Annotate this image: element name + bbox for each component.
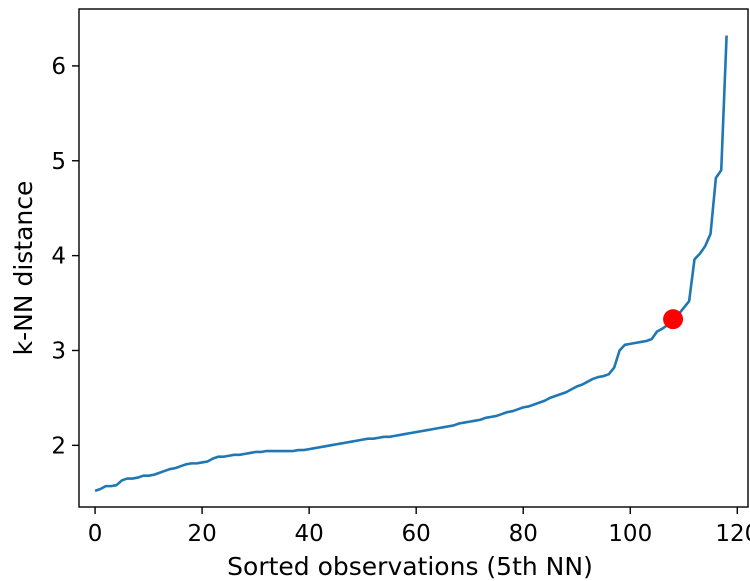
y-tick-label: 3 <box>51 338 66 364</box>
highlight-point <box>663 309 684 330</box>
x-tick-label: 20 <box>187 521 216 547</box>
x-tick-label: 120 <box>715 521 750 547</box>
axis-ticks: 0 20 40 60 80 100 120 2 3 4 5 6 <box>51 54 750 547</box>
series-line-1 <box>94 35 728 493</box>
y-tick-label: 4 <box>51 244 66 270</box>
x-tick-label: 80 <box>509 521 538 547</box>
x-tick-label: 40 <box>294 521 323 547</box>
x-tick-label: 0 <box>88 521 103 547</box>
x-tick-label: 60 <box>402 521 431 547</box>
y-axis-label: k-NN distance <box>9 181 38 356</box>
x-tick-label: 100 <box>608 521 652 547</box>
y-tick-label: 5 <box>51 149 66 175</box>
y-tick-label: 2 <box>51 433 66 459</box>
plot-area <box>78 8 749 508</box>
y-tick-label: 6 <box>51 54 66 80</box>
x-axis-label: Sorted observations (5th NN) <box>227 552 593 581</box>
plot-frame <box>78 8 749 508</box>
